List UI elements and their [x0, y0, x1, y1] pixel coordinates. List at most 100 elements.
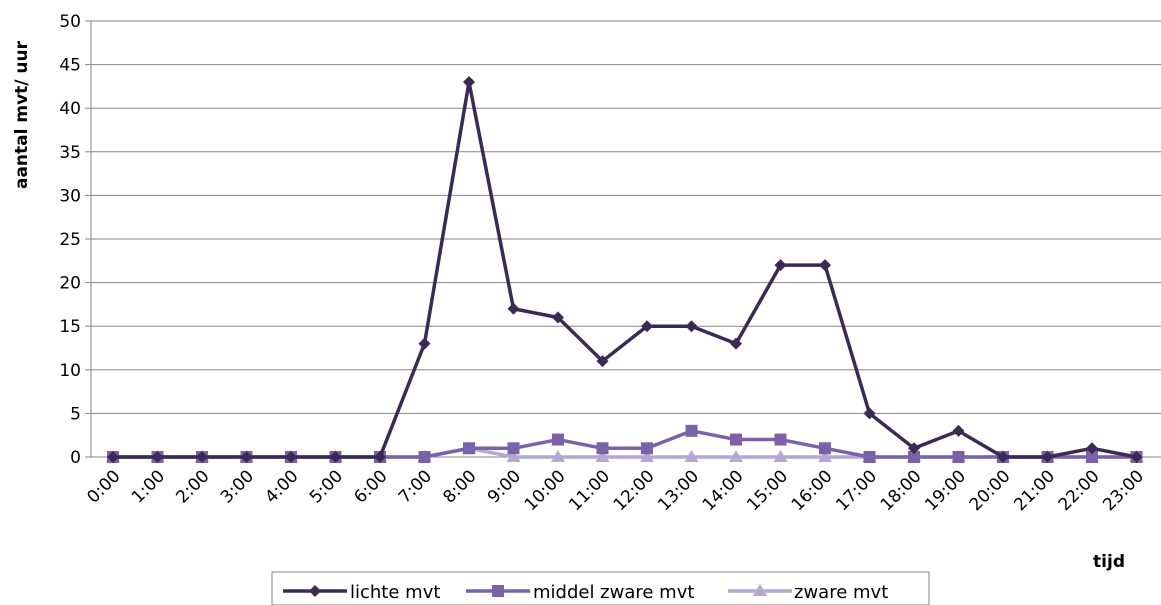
data-point [952, 424, 965, 437]
legend-marker [309, 585, 321, 597]
x-tick-label: 7:00 [395, 466, 436, 507]
x-tick-label: 17:00 [832, 466, 881, 515]
data-point [819, 259, 831, 272]
data-point [552, 311, 564, 324]
x-tick-label: 8:00 [439, 466, 480, 507]
data-point [863, 407, 876, 420]
y-tick-label: 10 [59, 361, 81, 381]
data-point [640, 450, 654, 462]
data-point [463, 76, 475, 89]
data-point [908, 451, 920, 463]
data-point [730, 337, 742, 350]
data-point [418, 451, 431, 463]
legend-box [271, 571, 930, 605]
data-point [506, 450, 521, 462]
x-tick-label: 21:00 [1010, 466, 1059, 515]
data-point [685, 424, 698, 437]
x-tick-label: 3:00 [217, 466, 258, 507]
x-tick-label: 5:00 [306, 466, 347, 507]
x-tick-label: 20:00 [966, 466, 1015, 515]
x-tick-label: 18:00 [877, 466, 926, 515]
data-point [507, 442, 520, 455]
data-point [952, 451, 965, 463]
legend-entry: lichte mvt [283, 582, 440, 603]
data-point [774, 433, 787, 446]
data-point [240, 451, 253, 463]
y-tick-label: 40 [59, 99, 81, 119]
y-tick-label: 5 [70, 404, 81, 424]
data-point [151, 451, 164, 463]
series-line [113, 80, 1137, 459]
x-tick-label: 1:00 [128, 466, 169, 507]
data-point [507, 302, 520, 315]
data-point [596, 355, 609, 368]
data-point [1086, 451, 1098, 463]
data-point [729, 450, 743, 462]
data-point [908, 442, 920, 455]
y-tick-label: 0 [70, 448, 81, 468]
y-tick-label: 35 [59, 143, 81, 163]
x-tick-label: 15:00 [743, 466, 792, 515]
x-axis-title: tijd [1093, 552, 1125, 572]
data-point [107, 451, 119, 463]
data-point [818, 450, 832, 462]
legend-entry: middel zware mvt [466, 582, 694, 603]
y-axis-title: aantal mvt/ uur [12, 40, 32, 189]
data-point [596, 442, 609, 455]
data-point [684, 450, 699, 462]
series-zware-mvt [106, 441, 1144, 462]
data-point [552, 433, 564, 446]
data-point [641, 442, 653, 455]
x-tick-label: 4:00 [261, 466, 302, 507]
legend-label: middel zware mvt [533, 582, 694, 603]
data-point [374, 451, 386, 463]
x-tick-labels: 0:00 1:00 2:00 3:00 4:00 5:00 6:00 7:00 8:00 9:00… [83, 466, 1148, 515]
data-point [1130, 451, 1143, 463]
data-point [196, 451, 208, 463]
legend: lichte mvt middel zware mvt zware mvt [271, 571, 930, 605]
y-tick-label: 15 [59, 317, 81, 337]
legend-label: zware mvt [794, 582, 888, 603]
y-tick-label: 20 [59, 274, 81, 294]
data-point [773, 450, 788, 462]
data-point [551, 450, 565, 462]
data-point [641, 320, 653, 333]
data-point [595, 450, 610, 462]
series-lichte-mvt [107, 76, 1143, 463]
y-tick-label: 30 [59, 186, 81, 206]
data-point [1041, 451, 1054, 463]
y-tick-label: 50 [59, 12, 81, 32]
x-tick-label: 10:00 [521, 466, 570, 515]
y-tick-label: 25 [59, 230, 81, 250]
gridlines [91, 20, 1161, 414]
legend-entry: zware mvt [728, 582, 888, 603]
x-tick-label: 23:00 [1099, 466, 1148, 515]
x-tick-label: 19:00 [921, 466, 970, 515]
x-tick-label: 16:00 [788, 466, 837, 515]
x-tick-label: 11:00 [565, 466, 614, 515]
data-point [997, 451, 1009, 463]
data-point [685, 320, 698, 333]
x-tick-label: 9:00 [484, 466, 525, 507]
y-tick-label: 45 [59, 56, 81, 76]
data-point [463, 442, 475, 455]
x-tick-label: 0:00 [83, 466, 124, 507]
legend-marker [492, 585, 504, 597]
legend-label: lichte mvt [350, 582, 440, 603]
x-tick-label: 14:00 [699, 466, 748, 515]
series-group [106, 76, 1144, 463]
x-tick-label: 2:00 [172, 466, 213, 507]
data-point [863, 451, 876, 463]
data-point [819, 442, 831, 455]
data-point [285, 451, 297, 463]
x-tick-label: 13:00 [654, 466, 703, 515]
x-tick-label: 22:00 [1055, 466, 1104, 515]
legend-marker [753, 584, 767, 596]
y-tick-labels: 0 5 10 15 20 25 30 35 40 45 50 [59, 12, 81, 468]
data-point [329, 451, 342, 463]
x-tick-label: 12:00 [610, 466, 659, 515]
data-point [418, 337, 431, 350]
data-point [774, 259, 787, 272]
x-tick-label: 6:00 [350, 466, 391, 507]
